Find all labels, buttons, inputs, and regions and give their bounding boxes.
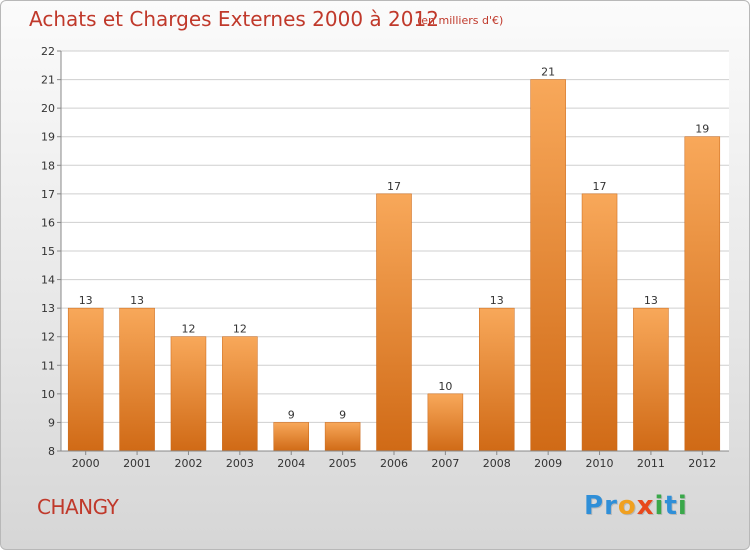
logo-letter: r (604, 491, 618, 521)
bar-2000 (67, 307, 104, 452)
bar-2010 (581, 193, 618, 452)
logo-letter: t (664, 491, 678, 521)
y-axis: 8 9 10 11 12 13 14 15 16 17 18 19 20 21 22 (41, 45, 62, 458)
y-tick-label: 18 (41, 159, 55, 172)
data-label-2000: 13 (79, 294, 93, 307)
logo-letter: o (617, 491, 637, 521)
y-tick-label: 14 (41, 274, 55, 287)
logo-letter: i (654, 491, 665, 521)
y-tick-label: 9 (48, 416, 55, 429)
x-tick-label-2012: 2012 (688, 457, 716, 470)
logo-letter: x (636, 491, 655, 521)
x-tick-label-2005: 2005 (329, 457, 357, 470)
y-tick-label: 17 (41, 188, 55, 201)
x-tick-label-2009: 2009 (534, 457, 562, 470)
x-tick-label-2003: 2003 (226, 457, 254, 470)
data-label-2003: 12 (233, 323, 247, 336)
x-tick-label-2004: 2004 (277, 457, 305, 470)
x-tick-label-2008: 2008 (483, 457, 511, 470)
x-tick-label-2002: 2002 (174, 457, 202, 470)
data-label-2009: 21 (541, 66, 555, 79)
data-label-2002: 12 (181, 323, 195, 336)
logo-letter: i (677, 491, 688, 521)
data-labels: 13 13 12 12 9 9 17 10 13 21 17 13 19 (79, 66, 710, 422)
y-tick-label: 13 (41, 302, 55, 315)
x-tick-label-2000: 2000 (72, 457, 100, 470)
x-tick-label-2007: 2007 (431, 457, 459, 470)
y-tick-label: 11 (41, 359, 55, 372)
x-tick-label-2001: 2001 (123, 457, 151, 470)
y-tick-label: 15 (41, 245, 55, 258)
chart-title: Achats et Charges Externes 2000 à 2012 (29, 7, 439, 31)
logo-letter: P (584, 491, 605, 521)
y-tick-label: 16 (41, 216, 55, 229)
data-label-2007: 10 (438, 380, 452, 393)
bar-2002 (170, 336, 207, 452)
chart-subtitle: (en milliers d'€) (417, 14, 504, 27)
city-name: CHANGY (37, 495, 119, 519)
data-label-2004: 9 (288, 408, 295, 421)
data-label-2006: 17 (387, 180, 401, 193)
bar-2005 (324, 422, 361, 452)
bar-2001 (119, 307, 155, 452)
x-tick-label-2011: 2011 (637, 457, 665, 470)
bar-2011 (633, 307, 669, 452)
y-tick-label: 8 (48, 445, 55, 458)
data-label-2001: 13 (130, 294, 144, 307)
y-tick-label: 10 (41, 388, 55, 401)
x-axis: 2000 2001 2002 2003 2004 2005 2006 2007 2008 2009… (61, 450, 729, 470)
bar-2003 (222, 336, 258, 452)
bar-2009 (530, 79, 566, 452)
bar-2007 (427, 393, 464, 452)
bars (67, 79, 721, 452)
y-tick-label: 19 (41, 131, 55, 144)
y-tick-label: 12 (41, 331, 55, 344)
data-label-2008: 13 (490, 294, 504, 307)
data-label-2010: 17 (593, 180, 607, 193)
data-label-2012: 19 (695, 123, 709, 136)
bar-2004 (273, 422, 309, 452)
bar-2012 (684, 136, 721, 452)
bar-2006 (376, 193, 412, 452)
y-tick-label: 21 (41, 74, 55, 87)
y-tick-label: 22 (41, 45, 55, 58)
y-tick-label: 20 (41, 102, 55, 115)
x-tick-label-2006: 2006 (380, 457, 408, 470)
data-label-2005: 9 (339, 408, 346, 421)
bar-2008 (479, 307, 515, 452)
x-tick-label-2010: 2010 (586, 457, 614, 470)
data-label-2011: 13 (644, 294, 658, 307)
proxiti-logo: Proxiti (584, 491, 688, 521)
